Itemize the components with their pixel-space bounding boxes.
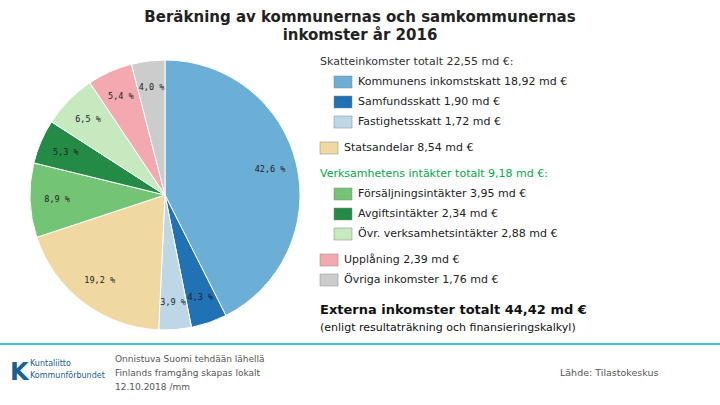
legend-header: Skatteinkomster totalt 22,55 md €: [320, 55, 513, 68]
data-label: 3,9 % [160, 297, 186, 307]
legend-swatch [320, 142, 338, 154]
footnote: 12.10.2018 /mm [115, 382, 190, 392]
title: inkomster år 2016 [283, 26, 438, 44]
legend-swatch [320, 274, 338, 286]
footnote: Finlands framgång skapas lokalt [115, 368, 260, 378]
source: Lähde: Tilastokeskus [560, 367, 659, 378]
legend-header: Verksamhetens intäkter totalt 9,18 md €: [320, 167, 548, 180]
data-label: 42,6 % [255, 164, 286, 174]
background [0, 0, 720, 405]
legend-swatch [334, 96, 352, 108]
legend-entry: Fastighetsskatt 1,72 md € [358, 115, 501, 128]
legend-entry: Försäljningsintäkter 3,95 md € [358, 187, 526, 200]
logo-text: Kommunförbundet [30, 371, 105, 380]
data-label: 4,0 % [139, 82, 165, 92]
pie: 42,6 % 4,3 %3,9 % 19,2 % 8,9 % 5,3 % 6,5 % 5,4… [30, 60, 300, 330]
legend-swatch [320, 254, 338, 266]
logo-text: Kuntaliitto [30, 359, 71, 368]
data-label: 5,3 % [53, 147, 79, 157]
legend-swatch [334, 228, 352, 240]
chart: Beräkning av kommunernas och samkommuner… [0, 0, 720, 405]
divider [0, 343, 720, 345]
legend: Skatteinkomster totalt 22,55 md €: Kommun… [320, 55, 567, 286]
data-label: 4,3 % [187, 292, 213, 302]
footer: (enligt resultaträkning och finansiering… [320, 321, 576, 334]
legend-entry: Statsandelar 8,54 md € [344, 141, 474, 154]
data-label: 6,5 % [75, 114, 101, 124]
data-label: 8,9 % [44, 194, 70, 204]
legend-swatch [334, 116, 352, 128]
legend-swatch [334, 208, 352, 220]
legend-swatch [334, 76, 352, 88]
legend-swatch [334, 188, 352, 200]
footer: Externa inkomster totalt 44,42 md € [320, 302, 587, 317]
data-label: 19,2 % [84, 275, 115, 285]
legend-entry: Kommunens inkomstskatt 18,92 md € [358, 75, 567, 88]
legend-entry: Avgiftsintäkter 2,34 md € [358, 207, 498, 220]
pie-slice [131, 60, 165, 195]
legend-entry: Upplåning 2,39 md € [344, 253, 459, 266]
legend-entry: Övriga inkomster 1,76 md € [344, 273, 498, 286]
logo: K [10, 358, 30, 386]
legend-entry: Samfundsskatt 1,90 md € [358, 95, 500, 108]
footnote: Onnistuva Suomi tehdään lähellä [115, 354, 265, 364]
data-label: 5,4 % [108, 91, 134, 101]
legend-entry: Övr. verksamhetsintäkter 2,88 md € [358, 227, 558, 240]
title: Beräkning av kommunernas och samkommuner… [144, 8, 575, 26]
